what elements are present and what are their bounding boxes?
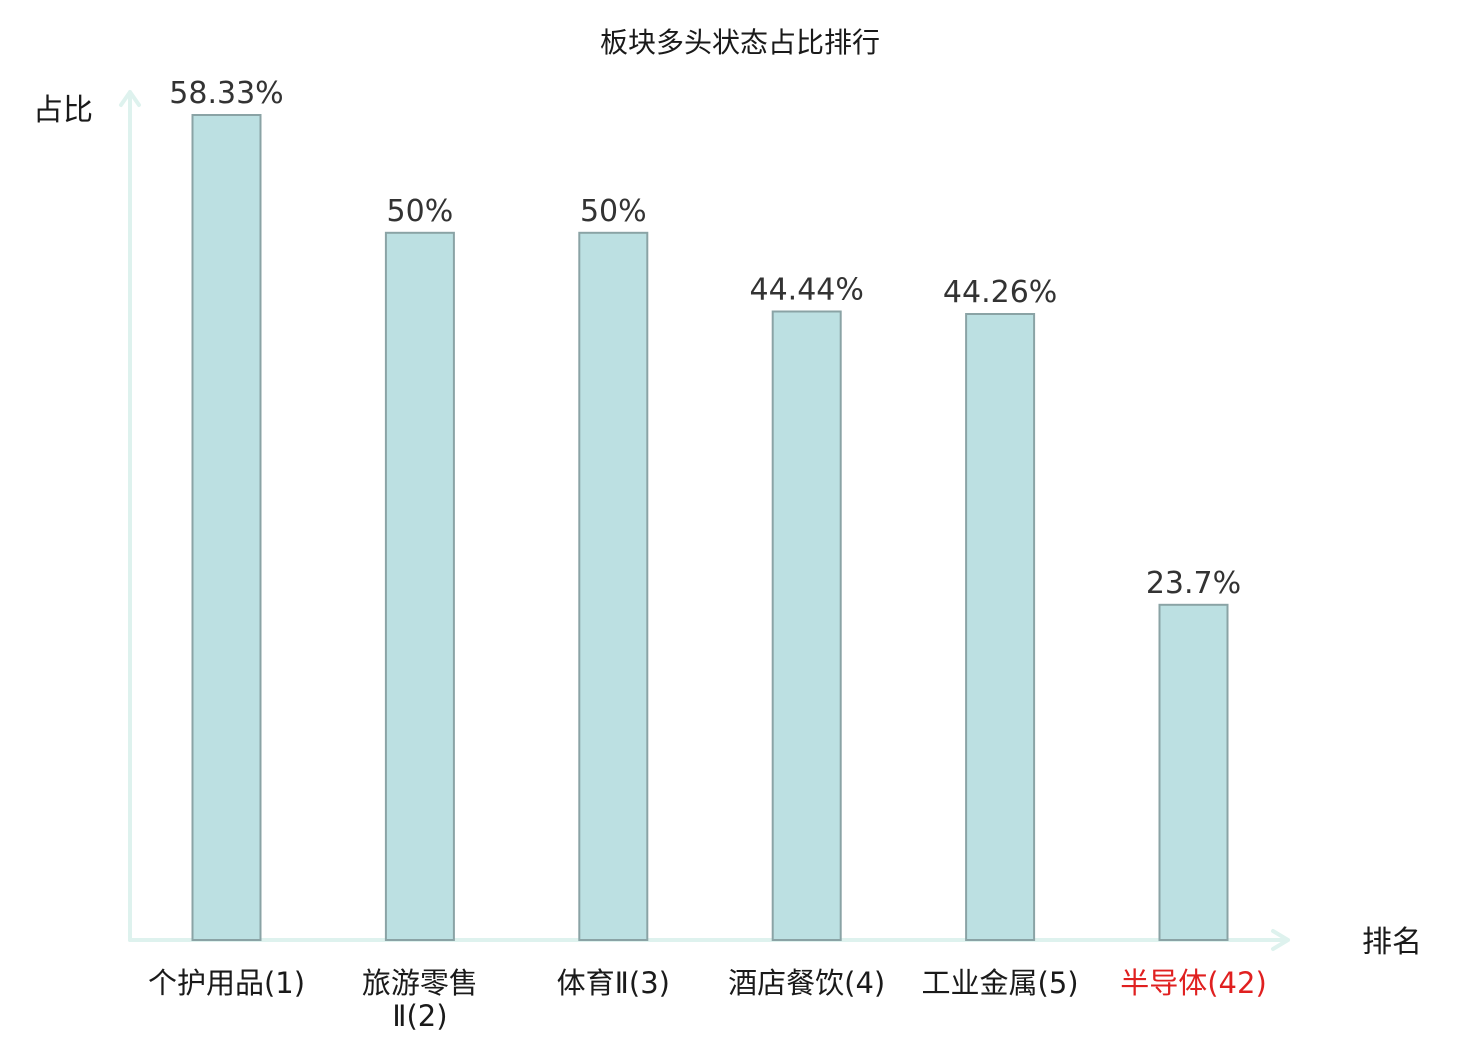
chart-title: 板块多头状态占比排行 xyxy=(600,26,880,59)
bar-3 xyxy=(578,231,649,942)
value-labels-group: 58.33% 50% 50% 44.44% 44.26% 23.7% xyxy=(169,76,1241,601)
tick-label-2: 旅游零售 xyxy=(362,966,478,1000)
x-axis-label: 排名 xyxy=(1362,925,1422,960)
value-label-4: 44.44% xyxy=(750,273,864,308)
bar-4 xyxy=(771,310,842,941)
value-label-5: 44.26% xyxy=(943,275,1057,310)
bar-2 xyxy=(384,231,455,942)
value-label-1: 58.33% xyxy=(169,76,283,111)
tick-label-1: 个护用品(1) xyxy=(148,966,305,1000)
bar-1 xyxy=(191,114,262,941)
value-label-3: 50% xyxy=(580,194,647,229)
x-axis xyxy=(128,929,1290,951)
value-label-2: 50% xyxy=(387,194,454,229)
tick-label-3: 体育Ⅱ(3) xyxy=(557,966,670,1000)
y-axis-label: 占比 xyxy=(33,93,93,128)
tick-label-4: 酒店餐饮(4) xyxy=(728,966,885,1000)
bar-6 xyxy=(1158,603,1229,941)
y-axis xyxy=(119,90,141,942)
bars-group xyxy=(191,114,1229,942)
tick-label-5: 工业金属(5) xyxy=(922,966,1079,1000)
tick-label-2-line2: Ⅱ(2) xyxy=(392,999,447,1033)
bar-5 xyxy=(965,313,1036,941)
value-label-6: 23.7% xyxy=(1146,566,1241,601)
tick-label-6: 半导体(42) xyxy=(1120,966,1267,1000)
